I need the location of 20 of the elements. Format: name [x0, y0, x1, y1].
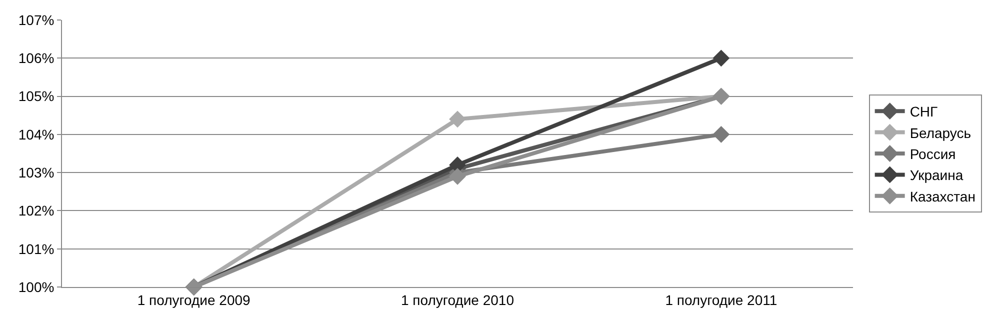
y-tick-label: 107%	[18, 12, 54, 28]
legend-label: Россия	[910, 146, 956, 162]
y-tick-label: 105%	[18, 88, 54, 104]
point	[449, 168, 466, 185]
y-tick-label: 104%	[18, 126, 54, 142]
y-tick-label: 106%	[18, 50, 54, 66]
x-tick-label: 1 полугодие 2009	[137, 292, 251, 308]
x-tick-label: 1 полугодие 2011	[665, 292, 778, 308]
legend-label: Беларусь	[910, 124, 972, 141]
legend-label: СНГ	[910, 104, 938, 120]
point	[449, 110, 466, 128]
point	[712, 126, 730, 143]
legend-label: Казахстан	[910, 188, 976, 204]
y-tick-label: 103%	[18, 164, 54, 180]
y-tick-label: 102%	[18, 202, 54, 219]
x-tick-label: 1 полугодие 2010	[401, 292, 514, 308]
y-tick-label: 100%	[18, 278, 54, 295]
legend-label: Украина	[910, 167, 964, 184]
y-tick-label: 101%	[18, 240, 54, 257]
point	[712, 50, 730, 67]
